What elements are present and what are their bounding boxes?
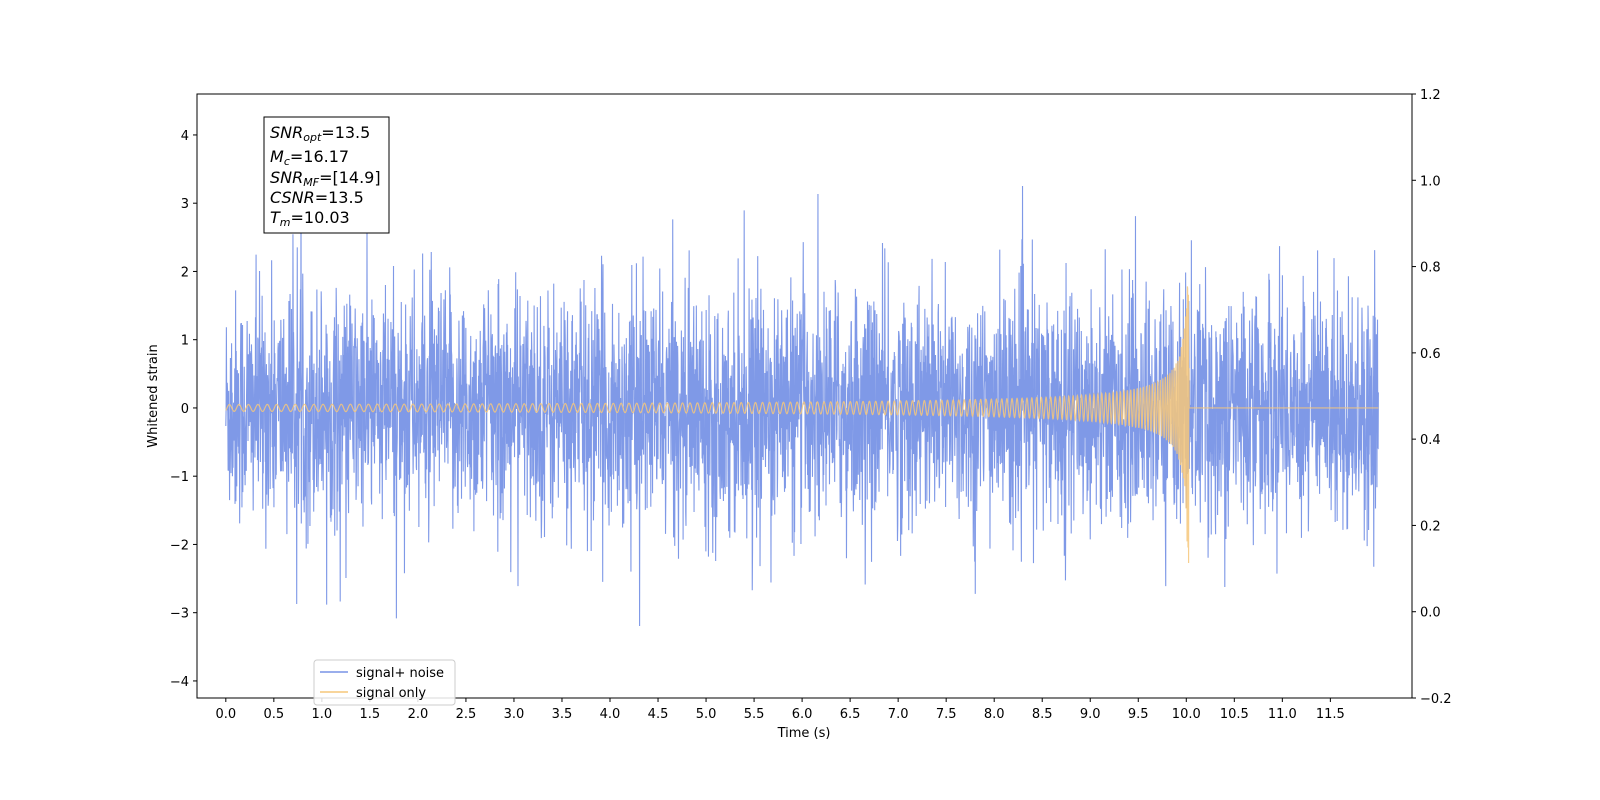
x-tick-label: 7.5 bbox=[936, 707, 957, 722]
y-tick-label: −3 bbox=[170, 607, 189, 622]
x-tick-label: 9.5 bbox=[1128, 707, 1149, 722]
x-tick-label: 0.5 bbox=[263, 707, 284, 722]
y-tick-label: −4 bbox=[170, 675, 189, 690]
x-tick-label: 4.5 bbox=[648, 707, 669, 722]
x-tick-label: 11.0 bbox=[1268, 707, 1297, 722]
x-tick-label: 0.0 bbox=[215, 707, 236, 722]
x-tick-label: 10.0 bbox=[1172, 707, 1201, 722]
y2-tick-label: 0.8 bbox=[1420, 261, 1441, 276]
x-tick-label: 8.5 bbox=[1032, 707, 1053, 722]
signal-line bbox=[225, 286, 1379, 564]
info-snr-opt: SNRopt=13.5 bbox=[270, 123, 370, 144]
legend-label-signal-only: signal only bbox=[356, 686, 426, 701]
y-tick-label: −2 bbox=[170, 538, 189, 553]
x-tick-label: 8.0 bbox=[984, 707, 1005, 722]
info-box: SNRopt=13.5 Mc=16.17 SNRMF=[14.9] CSNR=1… bbox=[263, 116, 390, 234]
x-axis-label: Time (s) bbox=[777, 726, 831, 741]
x-tick-label: 3.0 bbox=[504, 707, 525, 722]
x-tick-label: 2.0 bbox=[408, 707, 429, 722]
x-tick-label: 11.5 bbox=[1316, 707, 1345, 722]
y2-tick-label: 1.0 bbox=[1420, 174, 1441, 189]
y-tick-label: 0 bbox=[181, 402, 189, 417]
x-axis: 0.0 0.5 1.0 1.5 2.0 2.5 3.0 3.5 4.0 4.5 5.0 5.5 6.0 6… bbox=[215, 698, 1345, 722]
y2-tick-label: 0.6 bbox=[1420, 347, 1441, 362]
x-tick-label: 2.5 bbox=[456, 707, 477, 722]
series-signal-only bbox=[225, 286, 1379, 564]
info-mc: Mc=16.17 bbox=[270, 147, 349, 168]
x-tick-label: 10.5 bbox=[1220, 707, 1249, 722]
y2-tick-label: 0.4 bbox=[1420, 433, 1441, 448]
y2-tick-label: 0.0 bbox=[1420, 606, 1441, 621]
y-tick-label: 4 bbox=[181, 129, 189, 144]
info-snr-mf: SNRMF=[14.9] bbox=[270, 168, 381, 189]
legend-label-signal-noise: signal+ noise bbox=[356, 666, 444, 681]
y-tick-label: 1 bbox=[181, 334, 189, 349]
y-axis-right: 1.2 1.0 0.8 0.6 0.4 0.2 0.0 −0.2 bbox=[1412, 88, 1452, 707]
y-tick-label: 2 bbox=[181, 265, 189, 280]
x-tick-label: 3.5 bbox=[552, 707, 573, 722]
x-tick-label: 5.0 bbox=[696, 707, 717, 722]
x-tick-label: 6.5 bbox=[840, 707, 861, 722]
x-tick-label: 7.0 bbox=[888, 707, 909, 722]
y-tick-label: 3 bbox=[181, 197, 189, 212]
y2-tick-label: 1.2 bbox=[1420, 88, 1441, 103]
x-tick-label: 6.0 bbox=[792, 707, 813, 722]
x-tick-label: 9.0 bbox=[1080, 707, 1101, 722]
info-csnr: CSNR=13.5 bbox=[270, 188, 364, 207]
plot-frame bbox=[196, 93, 1413, 699]
x-tick-label: 1.5 bbox=[360, 707, 381, 722]
legend-frame bbox=[313, 659, 456, 706]
info-tm: Tm=10.03 bbox=[270, 208, 350, 229]
x-tick-label: 4.0 bbox=[600, 707, 621, 722]
legend: signal+ noise signal only bbox=[313, 659, 456, 706]
y2-tick-label: 0.2 bbox=[1420, 519, 1441, 534]
x-tick-label: 5.5 bbox=[744, 707, 765, 722]
y-tick-label: −1 bbox=[170, 470, 189, 485]
x-tick-label: 1.0 bbox=[312, 707, 333, 722]
y2-tick-label: −0.2 bbox=[1420, 692, 1452, 707]
y-axis-label: Whitened strain bbox=[146, 344, 161, 447]
y-axis-left: 4 3 2 1 0 −1 −2 −3 −4 bbox=[170, 129, 197, 690]
info-box-frame bbox=[263, 116, 390, 234]
